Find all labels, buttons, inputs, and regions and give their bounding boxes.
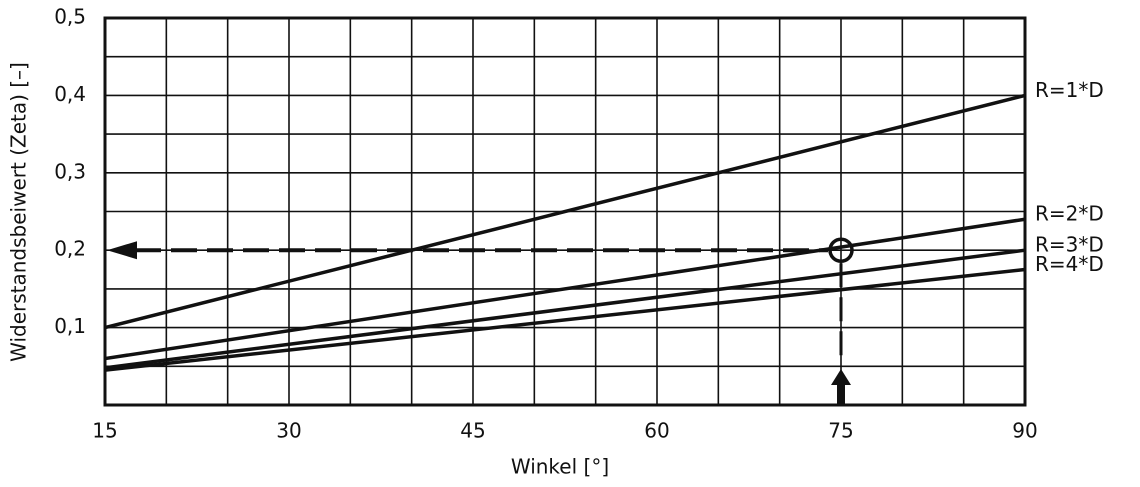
line — [104, 217, 1026, 361]
legend-label: R=3*D — [1035, 233, 1104, 257]
plot-frame — [103, 16, 1027, 407]
legend-label: R=2*D — [1035, 202, 1104, 226]
x-tick-label: 75 — [828, 419, 853, 443]
line — [104, 248, 1026, 370]
y-tick-label: 0,2 — [54, 237, 86, 261]
reading-point — [828, 237, 854, 263]
line — [104, 267, 1026, 372]
x-tick-label: 45 — [460, 419, 485, 443]
x-tick-label: 15 — [92, 419, 117, 443]
y-axis-label: Widerstandsbeiwert (Zeta) [–] — [7, 62, 31, 362]
line — [104, 93, 1026, 330]
legend-label: R=4*D — [1035, 252, 1104, 276]
arrow-body — [837, 383, 845, 405]
x-tick-label: 90 — [1012, 419, 1037, 443]
x-tick-label: 60 — [644, 419, 669, 443]
legend-label: R=1*D — [1035, 78, 1104, 102]
x-axis-label: Winkel [°] — [511, 455, 609, 479]
x-tick-label: 30 — [276, 419, 301, 443]
arrow-head — [107, 241, 137, 260]
arrow-head — [831, 369, 851, 385]
y-tick-label: 0,1 — [54, 314, 86, 338]
y-tick-label: 0,3 — [54, 159, 86, 183]
y-tick-label: 0,5 — [54, 5, 86, 29]
y-tick-label: 0,4 — [54, 82, 86, 106]
